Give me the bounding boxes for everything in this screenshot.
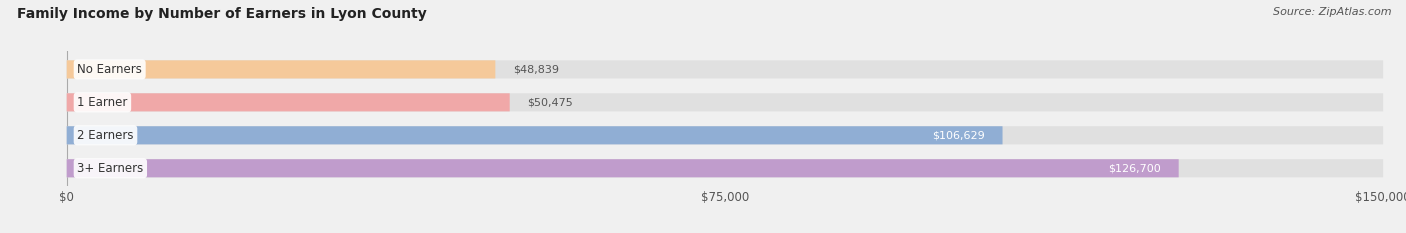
- FancyBboxPatch shape: [66, 93, 510, 111]
- FancyBboxPatch shape: [66, 60, 1384, 79]
- Text: 1 Earner: 1 Earner: [77, 96, 128, 109]
- FancyBboxPatch shape: [66, 126, 1002, 144]
- Text: Family Income by Number of Earners in Lyon County: Family Income by Number of Earners in Ly…: [17, 7, 426, 21]
- FancyBboxPatch shape: [66, 126, 1384, 144]
- FancyBboxPatch shape: [66, 60, 495, 79]
- Text: No Earners: No Earners: [77, 63, 142, 76]
- FancyBboxPatch shape: [66, 159, 1178, 177]
- Text: 3+ Earners: 3+ Earners: [77, 162, 143, 175]
- FancyBboxPatch shape: [66, 93, 1384, 111]
- FancyBboxPatch shape: [66, 159, 1384, 177]
- Text: Source: ZipAtlas.com: Source: ZipAtlas.com: [1274, 7, 1392, 17]
- Text: $106,629: $106,629: [932, 130, 986, 140]
- Text: 2 Earners: 2 Earners: [77, 129, 134, 142]
- Text: $48,839: $48,839: [513, 64, 560, 74]
- Text: $50,475: $50,475: [527, 97, 574, 107]
- Text: $126,700: $126,700: [1108, 163, 1161, 173]
